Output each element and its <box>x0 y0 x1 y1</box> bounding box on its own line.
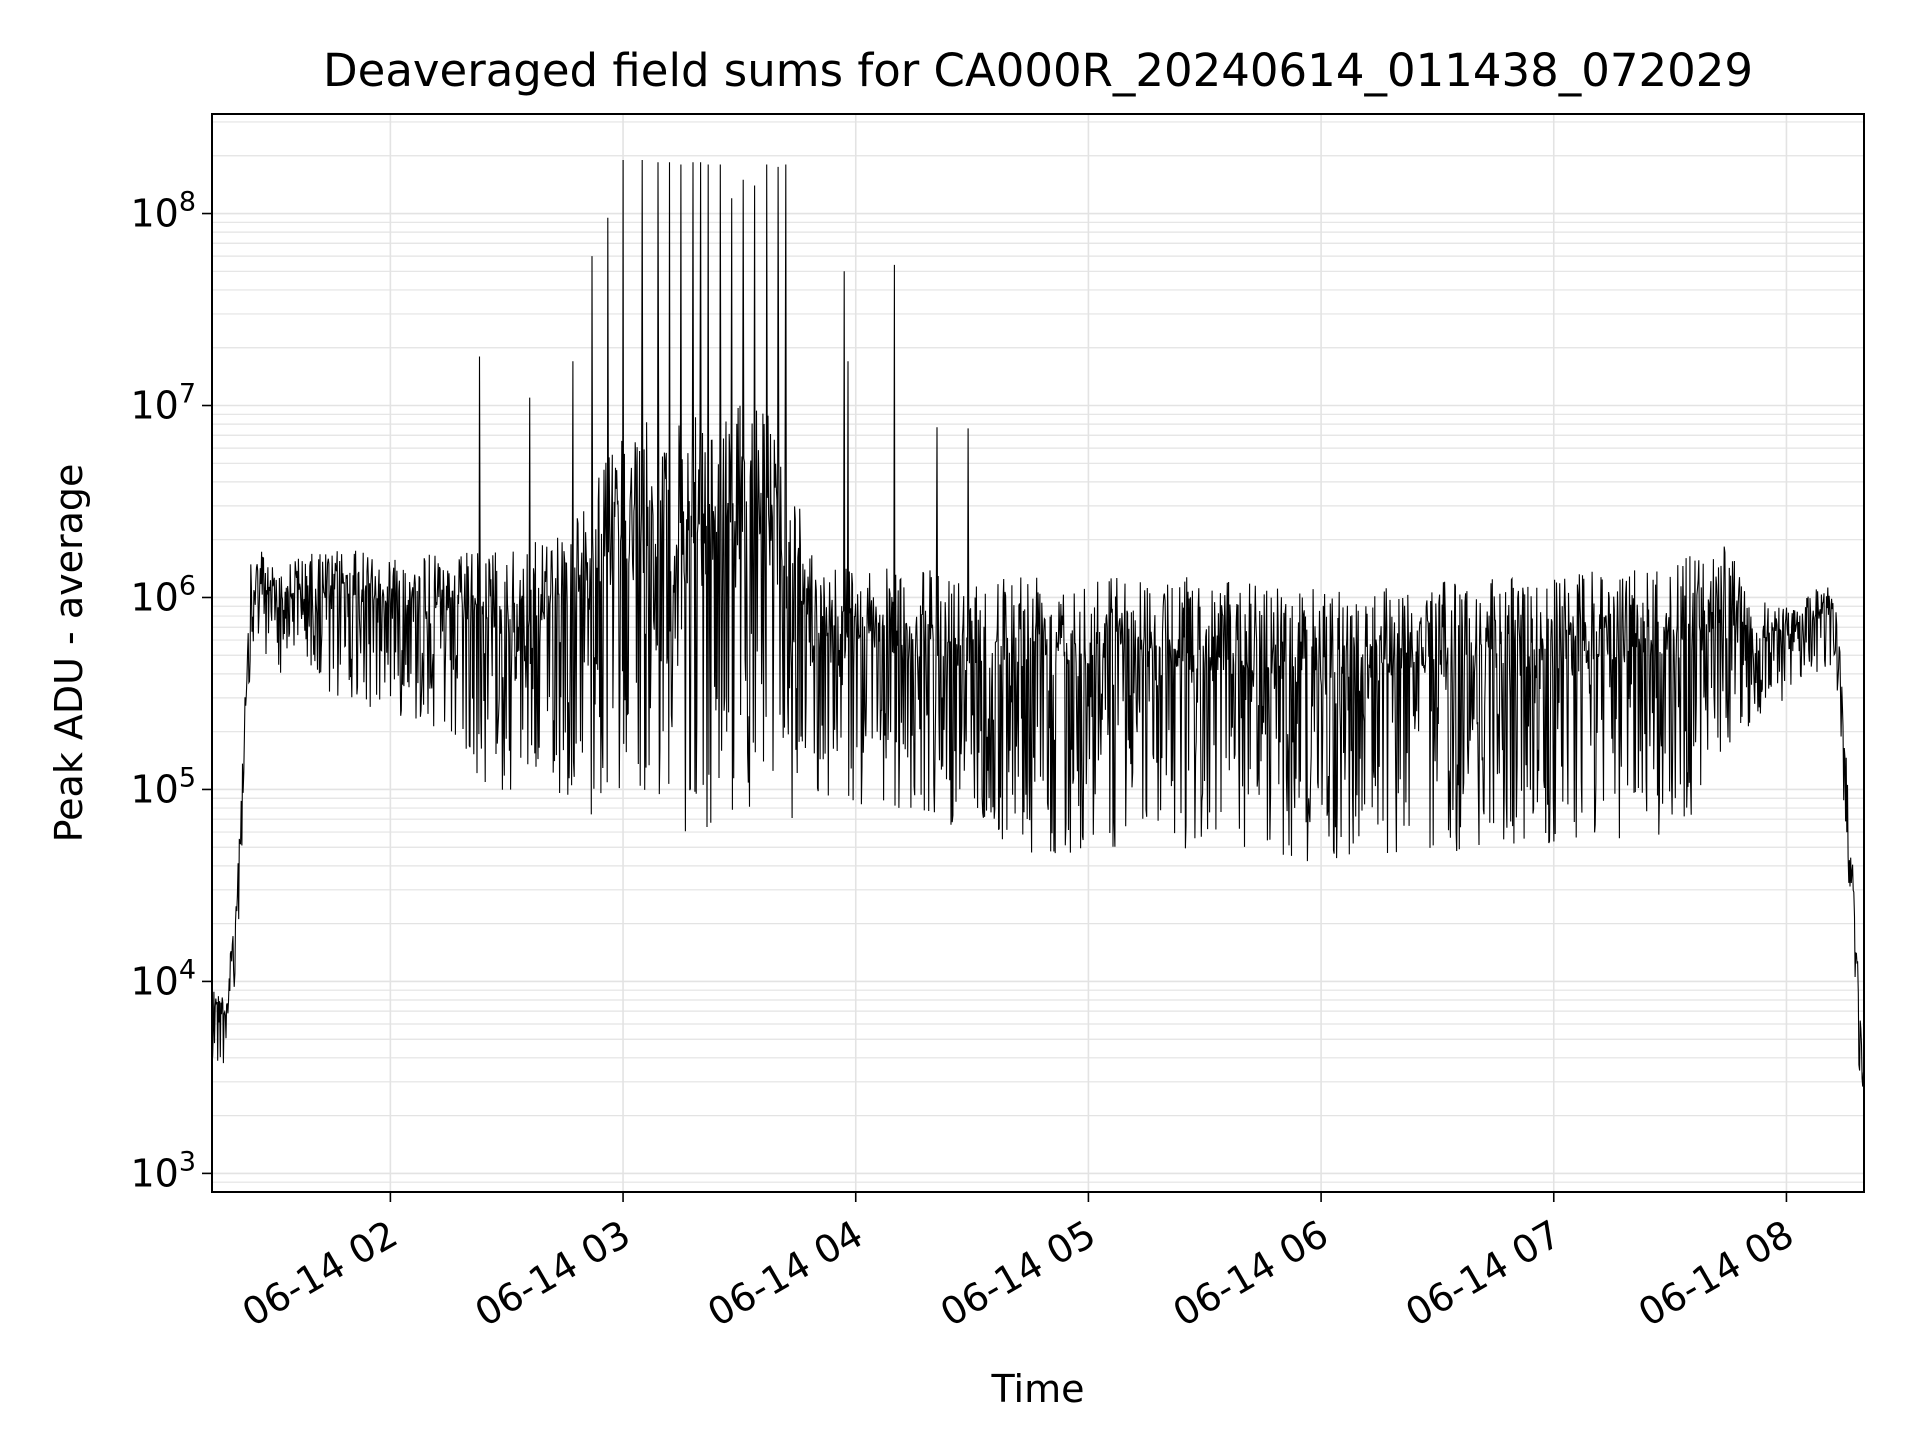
plot-frame <box>211 113 1865 1193</box>
x-axis: 06-14 02 06-14 03 06-14 04 06-14 05 06-14 06… <box>235 1192 1801 1335</box>
y-tick-label: 107 <box>130 379 196 428</box>
y-tick-label: 108 <box>130 187 196 236</box>
x-axis-label: Time <box>991 1367 1085 1411</box>
y-tick-label: 103 <box>130 1146 196 1195</box>
series-line <box>211 159 1865 1101</box>
chart-title: Deaveraged field sums for CA000R_2024061… <box>323 44 1753 97</box>
y-tick-label: 104 <box>130 954 196 1003</box>
y-axis-label: Peak ADU - average <box>47 464 91 843</box>
y-tick-label: 105 <box>130 762 196 811</box>
series <box>211 159 1865 1101</box>
x-tick-label: 06-14 08 <box>1631 1212 1801 1336</box>
x-tick-label: 06-14 03 <box>468 1212 638 1336</box>
x-tick-label: 06-14 06 <box>1166 1212 1336 1336</box>
y-tick-label: 106 <box>130 570 196 619</box>
x-tick-label: 06-14 05 <box>933 1212 1103 1336</box>
x-tick-label: 06-14 02 <box>235 1212 405 1336</box>
x-tick-label: 06-14 07 <box>1398 1212 1568 1336</box>
y-axis: 103 104 105 106 107 108 <box>130 187 212 1195</box>
x-tick-label: 06-14 04 <box>700 1212 870 1336</box>
